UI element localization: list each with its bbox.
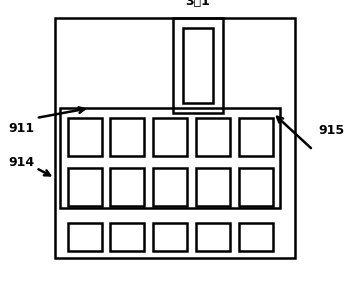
Bar	[239, 118, 273, 156]
Bar	[183, 28, 213, 103]
Text: 915: 915	[318, 124, 344, 137]
Bar	[239, 168, 273, 206]
Bar	[153, 223, 187, 251]
Bar	[153, 118, 187, 156]
Bar	[196, 168, 230, 206]
Text: 911: 911	[8, 122, 34, 134]
Bar	[68, 223, 102, 251]
Bar	[196, 118, 230, 156]
Bar	[239, 223, 273, 251]
Bar	[55, 18, 295, 258]
Bar	[110, 168, 144, 206]
Text: 3逃1: 3逃1	[186, 0, 210, 8]
Bar	[196, 223, 230, 251]
Bar	[110, 118, 144, 156]
Bar	[173, 18, 223, 113]
Bar	[110, 223, 144, 251]
Bar	[68, 118, 102, 156]
Bar	[60, 108, 280, 208]
Text: 914: 914	[8, 156, 34, 170]
Bar	[68, 168, 102, 206]
Bar	[153, 168, 187, 206]
